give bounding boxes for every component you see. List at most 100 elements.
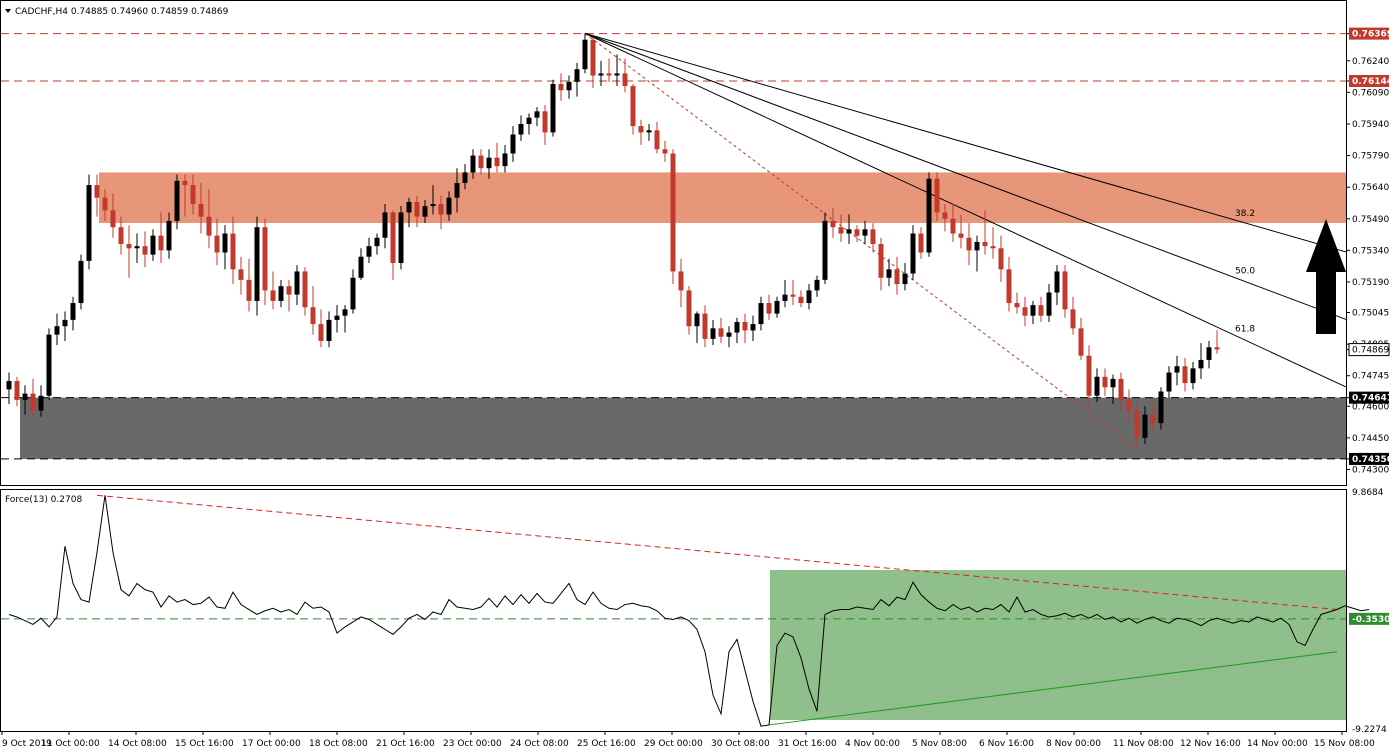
candle-body: [806, 290, 812, 304]
candle-body: [174, 180, 180, 221]
candle-body: [606, 73, 612, 76]
candle-body: [654, 130, 660, 150]
candle-body: [310, 307, 316, 325]
candle-body: [1030, 305, 1036, 316]
candle-body: [870, 229, 876, 245]
candle-body: [630, 86, 636, 127]
candle-body: [230, 233, 236, 270]
candle-body: [254, 227, 260, 301]
candle-body: [1006, 269, 1012, 304]
fan-line-0: [584, 32, 1347, 388]
price-level-tag-text-0: 0.76369: [1352, 30, 1393, 40]
time-tick-label-3: 15 Oct 16:00: [175, 739, 234, 749]
candle-body: [758, 303, 764, 325]
candle-body: [726, 332, 732, 337]
candle-body: [1126, 399, 1132, 411]
candle-body: [326, 319, 332, 341]
candle-body: [1214, 347, 1220, 350]
candle-body: [86, 185, 92, 261]
candle-body: [622, 73, 628, 87]
candle-body: [206, 216, 212, 236]
fan-label-0: 61.8: [1235, 324, 1255, 334]
candle-body: [350, 277, 356, 310]
candle-body: [846, 229, 852, 234]
candle-body: [126, 244, 132, 249]
candle-body: [982, 241, 988, 247]
candle-body: [878, 244, 884, 278]
force-index-pane[interactable]: [1, 494, 1370, 727]
time-tick-label-15: 6 Nov 16:00: [979, 739, 1034, 749]
price-tick-label-15: 0.74600: [1352, 402, 1389, 412]
candle-body: [502, 153, 508, 167]
candle-body: [542, 111, 548, 133]
price-pane[interactable]: 61.8 50.0 38.2: [1, 32, 1347, 460]
candle-body: [638, 126, 644, 133]
price-tick-label-18: 0.74300: [1352, 465, 1389, 475]
price-tick-label-8: 0.75340: [1352, 246, 1389, 256]
candle-body: [526, 117, 532, 124]
candle-body: [798, 296, 804, 304]
candle-body: [1134, 410, 1140, 438]
candle-body: [886, 269, 892, 278]
candle-body: [934, 178, 940, 213]
time-tick-label-17: 11 Nov 08:00: [1113, 739, 1174, 749]
candle-body: [1054, 271, 1060, 293]
indicator-lines: [1, 494, 1370, 727]
candle-body: [54, 326, 60, 335]
candle-body: [790, 294, 796, 297]
candle-body: [862, 229, 868, 236]
candle-body: [670, 153, 676, 272]
candle-body: [782, 294, 788, 301]
candle-body: [70, 303, 76, 320]
candle-body: [950, 218, 956, 234]
price-zones: [20, 172, 1346, 459]
indicator-tick-label-2: -9.2274: [1352, 725, 1387, 735]
candle-body: [142, 246, 148, 255]
candle-body: [214, 235, 220, 253]
time-tick-label-1: 11 Oct 00:00: [41, 739, 100, 749]
candle-body: [510, 134, 516, 154]
candle-body: [926, 178, 932, 253]
candle-body: [1142, 414, 1148, 438]
price-level-tag-17: [1349, 452, 1389, 465]
candle-body: [750, 324, 756, 331]
candle-body: [1206, 347, 1212, 360]
candle-body: [238, 269, 244, 280]
candle-body: [494, 157, 500, 167]
candle-body: [942, 212, 948, 219]
candle-body: [1110, 378, 1116, 388]
time-tick-label-16: 8 Nov 00:00: [1046, 739, 1101, 749]
price-tick-label-6: 0.75640: [1352, 183, 1389, 193]
candle-body: [1070, 309, 1076, 329]
price-level-tag-14: [1349, 391, 1389, 404]
candle-body: [118, 227, 124, 245]
time-tick-label-6: 21 Oct 16:00: [376, 739, 435, 749]
indicator-level-tag-text: -0.3530: [1352, 615, 1390, 625]
fibonacci-fan[interactable]: 61.8 50.0 38.2: [584, 32, 1347, 449]
candle-body: [1014, 303, 1020, 308]
candle-body: [278, 286, 284, 301]
candle-body: [446, 197, 452, 215]
candle-body: [30, 393, 36, 411]
candle-body: [334, 315, 340, 320]
candle-body: [550, 83, 556, 133]
candle-body: [910, 233, 916, 274]
indicator-label: Force(13) 0.2708: [5, 495, 82, 505]
indicator-level-tag: [1349, 612, 1389, 625]
candles: [6, 33, 1220, 449]
candle-body: [46, 334, 52, 396]
time-tick-label-11: 30 Oct 08:00: [711, 739, 770, 749]
time-tick-label-4: 17 Oct 00:00: [242, 739, 301, 749]
candle-body: [366, 246, 372, 257]
indicator-pane-frame: [0, 489, 1347, 732]
candle-body: [62, 319, 68, 327]
price-tick-label-16: 0.74450: [1352, 434, 1389, 444]
candle-body: [582, 39, 588, 70]
candle-body: [398, 212, 404, 264]
candle-body: [134, 246, 140, 249]
candle-body: [1102, 376, 1108, 388]
symbol-menu-triangle-icon[interactable]: [5, 9, 11, 13]
symbol-ohlc-label: CADCHF,H4 0.74885 0.74960 0.74859 0.7486…: [15, 7, 229, 17]
candle-body: [302, 271, 308, 308]
